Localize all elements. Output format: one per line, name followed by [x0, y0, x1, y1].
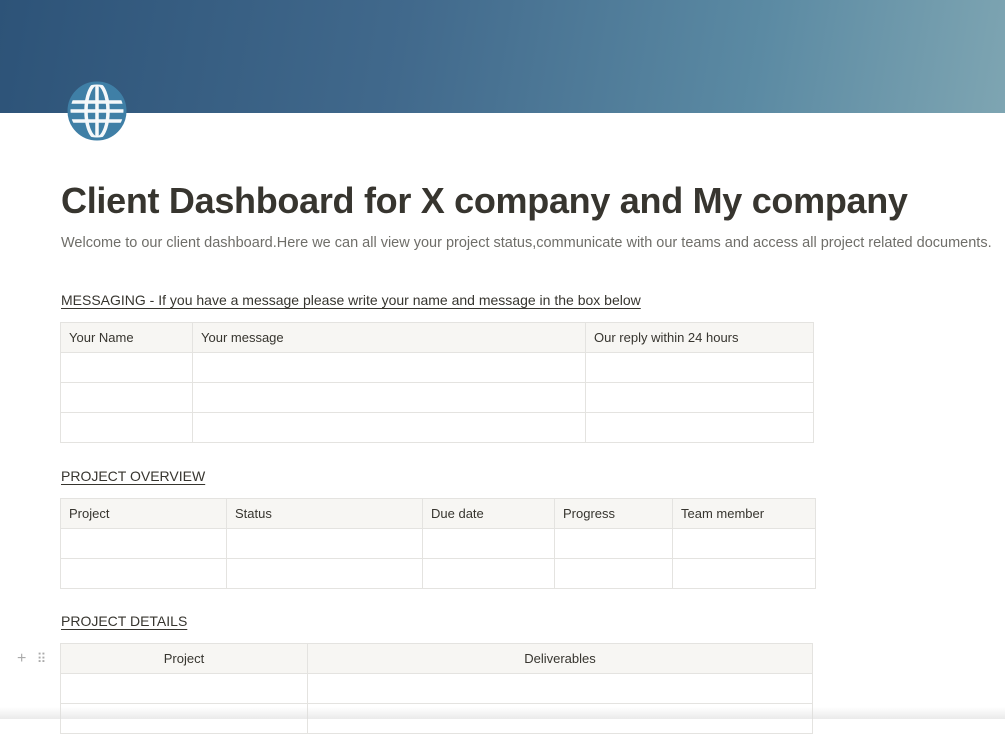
table-cell[interactable] — [585, 412, 814, 443]
overview-table[interactable]: Project Status Due date Progress Team me… — [60, 498, 816, 589]
drag-handle-icon[interactable]: ⠿ — [36, 651, 47, 666]
table-cell[interactable] — [585, 352, 814, 383]
table-cell[interactable] — [60, 382, 193, 413]
table-cell[interactable] — [307, 673, 813, 704]
cover-banner — [0, 0, 1005, 113]
table-cell[interactable] — [192, 382, 586, 413]
add-block-icon[interactable]: + — [17, 650, 27, 667]
table-cell[interactable] — [60, 528, 227, 559]
bottom-fade — [0, 707, 1005, 719]
table-row — [60, 352, 814, 383]
column-header[interactable]: Our reply within 24 hours — [585, 322, 814, 353]
column-header[interactable]: Your message — [192, 322, 586, 353]
column-header[interactable]: Due date — [422, 498, 555, 529]
table-cell[interactable] — [422, 558, 555, 589]
block-handle[interactable]: + ⠿ — [17, 650, 46, 668]
messaging-heading: MESSAGING - If you have a message please… — [61, 292, 641, 308]
column-header[interactable]: Project — [60, 498, 227, 529]
table-cell[interactable] — [60, 673, 308, 704]
table-header-row: Your Name Your message Our reply within … — [60, 322, 814, 353]
table-cell[interactable] — [672, 558, 816, 589]
page-title: Client Dashboard for X company and My co… — [61, 180, 908, 221]
globe-icon — [67, 81, 127, 141]
column-header[interactable]: Project — [60, 643, 308, 674]
table-cell[interactable] — [192, 352, 586, 383]
table-row — [60, 673, 813, 704]
table-cell[interactable] — [60, 558, 227, 589]
column-header[interactable]: Your Name — [60, 322, 193, 353]
table-cell[interactable] — [226, 558, 423, 589]
table-cell[interactable] — [585, 382, 814, 413]
table-cell[interactable] — [672, 528, 816, 559]
column-header[interactable]: Status — [226, 498, 423, 529]
table-cell[interactable] — [554, 558, 673, 589]
column-header[interactable]: Progress — [554, 498, 673, 529]
overview-heading: PROJECT OVERVIEW — [61, 468, 206, 484]
table-header-row: Project Status Due date Progress Team me… — [60, 498, 816, 529]
messaging-table[interactable]: Your Name Your message Our reply within … — [60, 322, 814, 443]
table-header-row: Project Deliverables — [60, 643, 813, 674]
table-row — [60, 412, 814, 443]
table-cell[interactable] — [60, 412, 193, 443]
table-cell[interactable] — [60, 352, 193, 383]
table-row — [60, 558, 816, 589]
details-heading: PROJECT DETAILS — [61, 613, 188, 629]
table-row — [60, 382, 814, 413]
page-description: Welcome to our client dashboard.Here we … — [61, 235, 992, 251]
details-table[interactable]: Project Deliverables — [60, 643, 813, 734]
table-cell[interactable] — [226, 528, 423, 559]
table-cell[interactable] — [192, 412, 586, 443]
column-header[interactable]: Team member — [672, 498, 816, 529]
table-row — [60, 528, 816, 559]
column-header[interactable]: Deliverables — [307, 643, 813, 674]
table-cell[interactable] — [554, 528, 673, 559]
table-cell[interactable] — [422, 528, 555, 559]
